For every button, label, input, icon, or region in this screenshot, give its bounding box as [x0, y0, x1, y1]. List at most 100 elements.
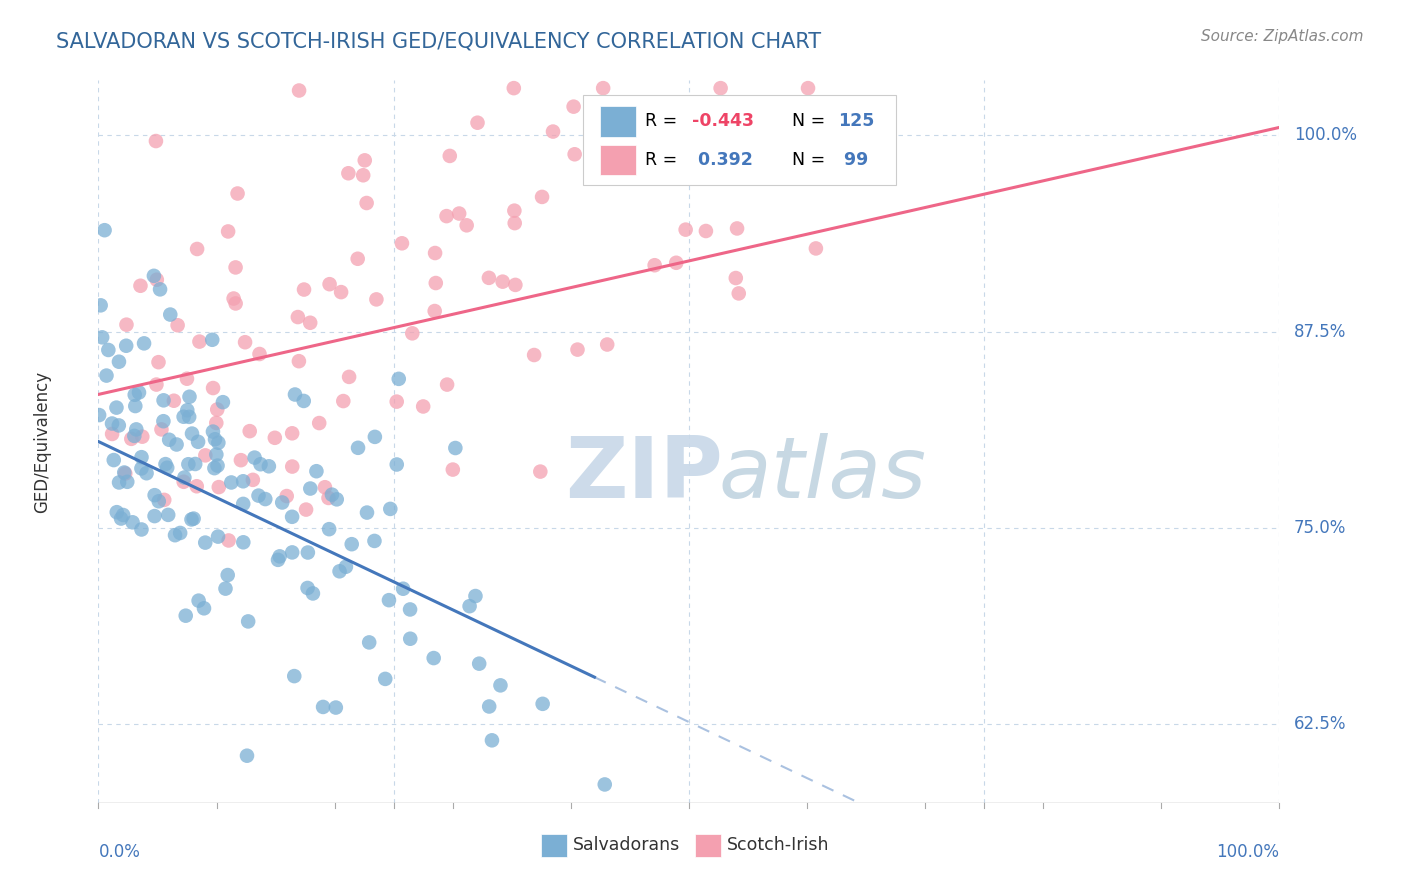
Point	[239, 424, 262, 438]
Point	[505, 277, 527, 292]
Point	[425, 276, 447, 290]
Point	[257, 459, 280, 474]
Point	[305, 464, 328, 478]
Point	[312, 700, 335, 714]
Point	[188, 334, 211, 349]
Text: SALVADORAN VS SCOTCH-IRISH GED/EQUIVALENCY CORRELATION CHART: SALVADORAN VS SCOTCH-IRISH GED/EQUIVALEN…	[56, 31, 821, 51]
Point	[346, 252, 368, 266]
Point	[221, 475, 243, 490]
Point	[225, 296, 247, 310]
Text: 100.0%: 100.0%	[1216, 843, 1279, 861]
Point	[287, 310, 309, 324]
Point	[120, 432, 142, 446]
Point	[302, 586, 325, 600]
Point	[491, 275, 513, 289]
Point	[695, 224, 717, 238]
Point	[378, 593, 401, 607]
Point	[187, 434, 209, 449]
Point	[439, 149, 461, 163]
Point	[318, 522, 340, 536]
Point	[176, 372, 198, 386]
Point	[562, 100, 585, 114]
Text: R =: R =	[645, 112, 683, 130]
Text: Salvadorans: Salvadorans	[574, 837, 681, 855]
Point	[96, 368, 118, 383]
Point	[124, 399, 146, 413]
Point	[363, 533, 385, 548]
Text: 87.5%: 87.5%	[1294, 323, 1346, 341]
Point	[292, 283, 315, 297]
Point	[108, 418, 131, 433]
Point	[347, 441, 370, 455]
Text: 125: 125	[838, 112, 875, 130]
Point	[288, 83, 311, 97]
Point	[186, 242, 208, 256]
Point	[281, 509, 304, 524]
Point	[276, 489, 298, 503]
Point	[592, 81, 614, 95]
Point	[217, 568, 239, 582]
Point	[481, 733, 503, 747]
Point	[644, 258, 666, 272]
Point	[97, 343, 120, 357]
Point	[218, 533, 240, 548]
Point	[129, 278, 152, 293]
Point	[478, 699, 501, 714]
Point	[208, 480, 231, 494]
Bar	[541, 834, 567, 857]
Point	[222, 292, 245, 306]
Point	[399, 602, 422, 616]
Point	[523, 348, 546, 362]
Point	[423, 304, 446, 318]
Point	[249, 347, 271, 361]
Point	[193, 601, 215, 615]
Point	[299, 316, 322, 330]
Point	[181, 426, 204, 441]
Text: -0.443: -0.443	[693, 112, 755, 130]
Point	[201, 425, 224, 439]
Point	[329, 564, 352, 578]
Point	[269, 549, 291, 564]
Point	[374, 672, 396, 686]
Point	[101, 417, 124, 431]
Point	[263, 431, 285, 445]
Point	[101, 427, 124, 442]
Point	[173, 475, 195, 489]
Point	[204, 432, 226, 446]
Point	[132, 336, 155, 351]
Point	[124, 429, 146, 443]
Point	[214, 582, 236, 596]
Point	[531, 190, 554, 204]
Point	[148, 494, 170, 508]
Point	[145, 134, 167, 148]
Point	[247, 489, 270, 503]
Point	[157, 508, 180, 522]
Point	[114, 467, 136, 481]
Bar	[695, 834, 721, 857]
Point	[299, 482, 322, 496]
Point	[292, 393, 315, 408]
Point	[115, 318, 138, 332]
Point	[503, 203, 526, 218]
Point	[112, 508, 135, 522]
Point	[135, 467, 157, 481]
Point	[388, 372, 411, 386]
Point	[352, 168, 374, 182]
Point	[503, 216, 526, 230]
Point	[281, 459, 304, 474]
Point	[332, 394, 354, 409]
Point	[502, 81, 524, 95]
Point	[207, 435, 229, 450]
Point	[593, 777, 616, 791]
Point	[159, 308, 181, 322]
Point	[125, 422, 148, 436]
Point	[232, 475, 254, 489]
Point	[271, 495, 294, 509]
Point	[166, 318, 188, 333]
Point	[169, 525, 191, 540]
Point	[166, 437, 188, 451]
Point	[353, 153, 375, 168]
Text: 75.0%: 75.0%	[1294, 519, 1346, 537]
Point	[318, 277, 340, 292]
Point	[201, 333, 224, 347]
